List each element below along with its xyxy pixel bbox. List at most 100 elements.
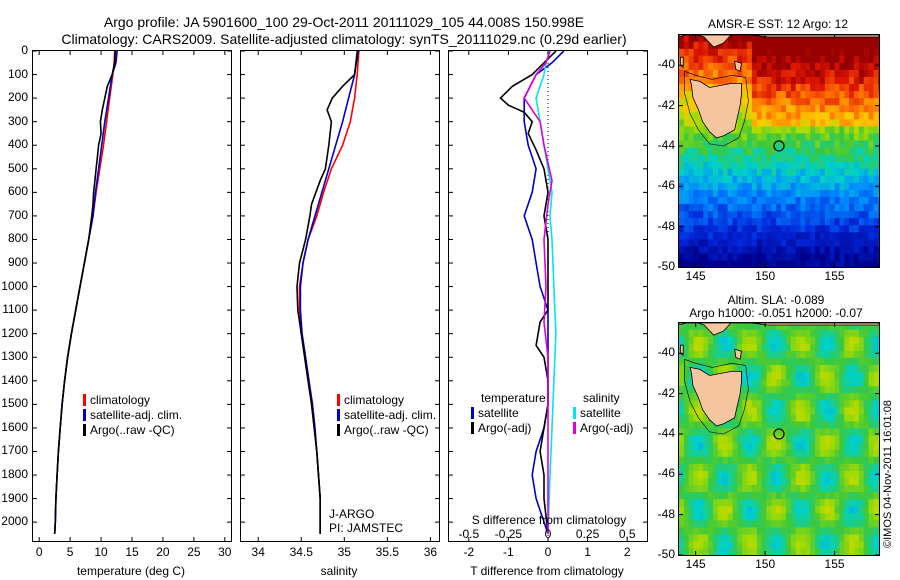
heatmap-cell	[824, 90, 831, 99]
heatmap-cell	[858, 83, 865, 92]
heatmap-cell	[727, 456, 734, 464]
heatmap-cell	[732, 519, 738, 528]
heatmap-cell	[854, 378, 860, 387]
heatmap-cell	[815, 168, 821, 176]
heatmap-cell	[713, 498, 719, 507]
heatmap-cell	[805, 259, 811, 267]
heatmap-cell	[785, 533, 792, 542]
heatmap-cell	[766, 111, 772, 120]
heatmap-cell	[688, 41, 695, 49]
heatmap-cell	[683, 329, 690, 337]
heatmap-cell	[679, 196, 685, 205]
x-tick-label: 2	[623, 545, 631, 559]
heatmap-cell	[683, 147, 690, 155]
heatmap-cell	[708, 343, 714, 351]
heatmap-cell	[839, 118, 845, 127]
heatmap-cell	[834, 203, 841, 212]
heatmap-cell	[727, 41, 734, 49]
heatmap-cell	[795, 210, 802, 219]
heatmap-cell	[722, 484, 729, 493]
heatmap-cell	[868, 104, 875, 113]
legend-item-s-satellite: satellite	[573, 406, 621, 420]
heatmap-cell	[781, 111, 787, 120]
heatmap-cell	[863, 104, 870, 113]
heatmap-cell	[737, 547, 743, 555]
heatmap-cell	[829, 252, 836, 261]
heatmap-cell	[688, 111, 695, 120]
heatmap-cell	[834, 35, 841, 42]
heatmap-cell	[800, 477, 806, 485]
heatmap-cell	[829, 104, 836, 113]
heatmap-cell	[795, 420, 802, 429]
heatmap-cell	[727, 245, 734, 254]
heatmap-cell	[771, 435, 777, 443]
heatmap-cell	[800, 406, 806, 415]
heatmap-cell	[742, 118, 748, 127]
heatmap-cell	[756, 399, 763, 408]
heatmap-cell	[703, 329, 709, 337]
heatmap-cell	[849, 41, 855, 49]
heatmap-cell	[795, 519, 802, 528]
heatmap-cell	[751, 168, 758, 176]
heatmap-cell	[766, 231, 772, 240]
heatmap-cell	[688, 420, 695, 429]
heatmap-cell	[820, 371, 826, 380]
heatmap-cell	[756, 210, 763, 219]
heatmap-cell	[683, 533, 690, 542]
heatmap-cell	[858, 97, 865, 106]
heatmap-cell	[795, 512, 802, 521]
heatmap-cell	[698, 470, 704, 478]
heatmap-cell	[742, 456, 748, 464]
heatmap-cell	[854, 62, 860, 70]
heatmap-cell	[873, 435, 879, 443]
heatmap-cell	[781, 533, 787, 542]
heatmap-cell	[742, 125, 748, 134]
heatmap-cell	[766, 196, 772, 205]
heatmap-cell	[693, 118, 700, 127]
heatmap-cell	[829, 392, 836, 401]
heatmap-cell	[805, 69, 811, 77]
heatmap-cell	[829, 364, 836, 373]
heatmap-cell	[873, 147, 879, 155]
depth-tick-label: 1900	[1, 490, 28, 505]
heatmap-cell	[781, 132, 787, 141]
heatmap-cell	[868, 378, 875, 387]
heatmap-cell	[722, 533, 729, 542]
heatmap-cell	[679, 175, 685, 183]
heatmap-cell	[839, 125, 845, 134]
heatmap-cell	[834, 168, 841, 176]
heatmap-cell	[776, 83, 782, 92]
heatmap-cell	[810, 182, 816, 190]
heatmap-cell	[688, 252, 695, 261]
heatmap-cell	[785, 90, 792, 99]
heatmap-cell	[810, 406, 816, 415]
heatmap-cell	[824, 118, 831, 127]
heatmap-cell	[810, 125, 816, 134]
heatmap-cell	[854, 435, 860, 443]
heatmap-cell	[776, 154, 782, 162]
heatmap-cell	[693, 196, 700, 205]
heatmap-cell	[805, 357, 811, 365]
heatmap-cell	[873, 406, 879, 415]
heatmap-cell	[795, 406, 802, 415]
heatmap-cell	[878, 371, 879, 380]
heatmap-cell	[703, 259, 709, 267]
heatmap-cell	[713, 364, 719, 373]
heatmap-cell	[727, 519, 734, 528]
heatmap-cell	[747, 161, 753, 169]
heatmap-cell	[713, 526, 719, 535]
heatmap-cell	[742, 97, 748, 106]
heatmap-cell	[747, 118, 753, 127]
heatmap-cell	[761, 435, 768, 443]
heatmap-cell	[824, 154, 831, 162]
heatmap-cell	[761, 231, 768, 240]
heatmap-cell	[761, 533, 768, 542]
heatmap-cell	[781, 83, 787, 92]
heatmap-cell	[785, 427, 792, 436]
heatmap-cell	[863, 413, 870, 422]
heatmap-cell	[790, 470, 797, 478]
heatmap-cell	[771, 329, 777, 337]
heatmap-cell	[873, 498, 879, 507]
heatmap-cell	[737, 69, 743, 77]
heatmap-cell	[713, 161, 719, 169]
